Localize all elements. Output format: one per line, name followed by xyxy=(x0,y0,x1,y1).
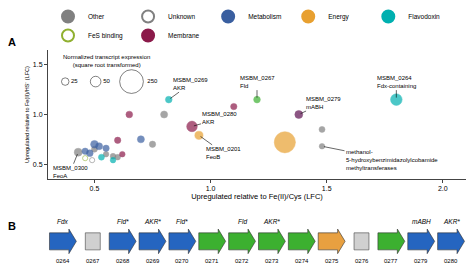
svg-text:FeS binding: FeS binding xyxy=(88,32,123,40)
svg-text:1.5: 1.5 xyxy=(322,185,332,192)
svg-text:AKR*: AKR* xyxy=(443,218,460,225)
svg-text:50: 50 xyxy=(103,78,110,84)
svg-text:1.0: 1.0 xyxy=(206,185,216,192)
svg-text:0279: 0279 xyxy=(414,258,428,264)
svg-text:MSBM_0300FeoA: MSBM_0300FeoA xyxy=(53,165,88,179)
svg-text:Membrane: Membrane xyxy=(168,32,199,39)
svg-text:MSBM_0201FeoB: MSBM_0201FeoB xyxy=(206,146,241,160)
svg-text:0277: 0277 xyxy=(384,258,398,264)
svg-text:methanol-5-hydroxybenzimidazol: methanol-5-hydroxybenzimidazolylcobamide… xyxy=(346,149,438,171)
svg-text:Fld: Fld xyxy=(238,218,247,225)
svg-text:A: A xyxy=(8,36,16,48)
svg-text:AKR*: AKR* xyxy=(263,218,280,225)
svg-text:0274: 0274 xyxy=(295,258,309,264)
svg-text:0270: 0270 xyxy=(175,258,189,264)
svg-text:0272: 0272 xyxy=(235,258,249,264)
svg-text:MSBM_0279mABH: MSBM_0279mABH xyxy=(306,96,341,110)
svg-text:AKR*: AKR* xyxy=(144,218,161,225)
svg-text:Fld*: Fld* xyxy=(176,218,188,225)
svg-text:0.5: 0.5 xyxy=(90,185,100,192)
svg-text:B: B xyxy=(8,220,16,232)
svg-text:Metabolism: Metabolism xyxy=(248,13,281,20)
svg-text:0.5: 0.5 xyxy=(33,161,43,168)
svg-text:0264: 0264 xyxy=(56,258,70,264)
svg-text:0276: 0276 xyxy=(355,258,369,264)
svg-text:25: 25 xyxy=(71,78,78,84)
svg-text:Unknown: Unknown xyxy=(168,13,195,20)
svg-text:MSBM_0264Fdx-containing: MSBM_0264Fdx-containing xyxy=(377,75,416,89)
svg-text:0269: 0269 xyxy=(146,258,160,264)
svg-text:Energy: Energy xyxy=(328,13,349,21)
svg-text:Upregulated relative to Fe(II): Upregulated relative to Fe(II)/Cys (LFC) xyxy=(191,192,323,201)
svg-text:0273: 0273 xyxy=(265,258,279,264)
svg-text:0280: 0280 xyxy=(444,258,458,264)
svg-text:0268: 0268 xyxy=(116,258,130,264)
svg-text:Flavodoxin: Flavodoxin xyxy=(408,13,440,20)
svg-text:Normalized transcript expressi: Normalized transcript expression(square … xyxy=(63,54,150,68)
svg-text:0275: 0275 xyxy=(325,258,339,264)
svg-text:0267: 0267 xyxy=(86,258,100,264)
svg-text:Other: Other xyxy=(88,13,105,20)
svg-text:Upregulated relative to Fe(II): Upregulated relative to Fe(II)/HS⁻ (LFC) xyxy=(24,66,30,163)
svg-text:2.0: 2.0 xyxy=(438,185,448,192)
svg-text:mABH: mABH xyxy=(412,218,431,225)
svg-text:MSBM_0267Fld: MSBM_0267Fld xyxy=(240,75,275,89)
svg-text:250: 250 xyxy=(147,78,158,84)
svg-text:Fdx: Fdx xyxy=(57,218,69,225)
svg-text:1.0: 1.0 xyxy=(33,111,43,118)
svg-text:MSBM_0269AKR: MSBM_0269AKR xyxy=(173,77,208,91)
svg-text:MSBM_0280AKR: MSBM_0280AKR xyxy=(202,111,237,125)
svg-text:1.5: 1.5 xyxy=(33,61,43,68)
svg-text:0271: 0271 xyxy=(205,258,219,264)
svg-text:Fld*: Fld* xyxy=(117,218,129,225)
